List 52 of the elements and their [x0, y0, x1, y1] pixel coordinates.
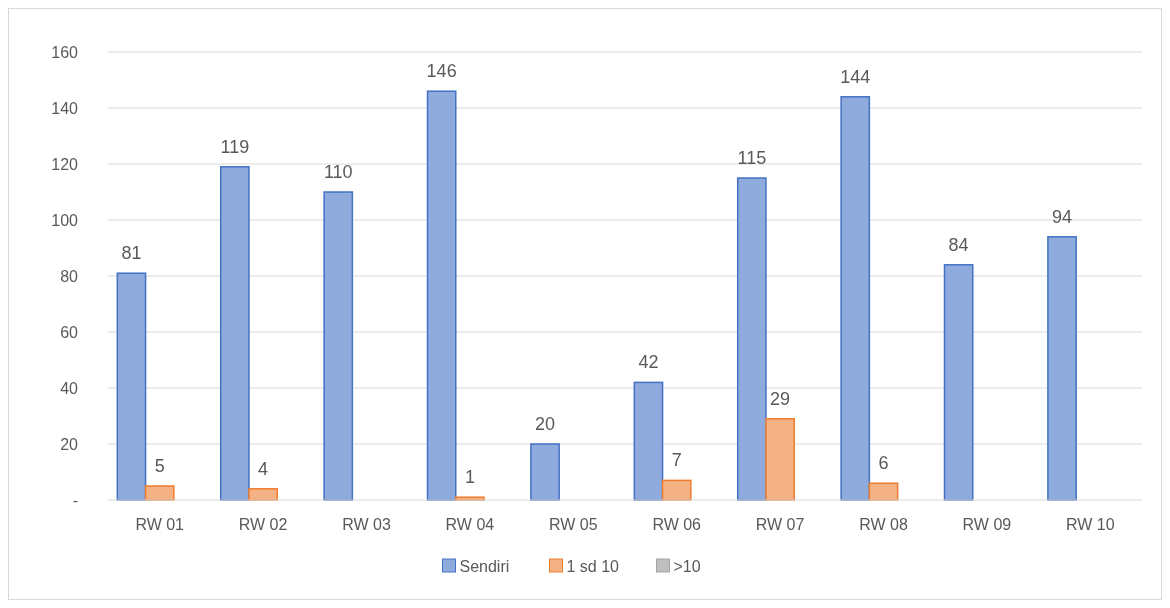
x-tick-label: RW 07	[755, 516, 805, 533]
x-tick-label: RW 01	[135, 516, 185, 533]
x-tick-label: RW 03	[342, 516, 391, 533]
bar	[633, 381, 664, 501]
bar	[144, 485, 175, 501]
bar	[116, 272, 147, 501]
data-label: 84	[948, 234, 969, 255]
bar	[765, 418, 795, 501]
data-label: 119	[220, 136, 250, 157]
data-label: 29	[770, 388, 791, 409]
data-label: 81	[121, 243, 142, 264]
data-label: 146	[426, 61, 457, 82]
bar	[1047, 236, 1077, 501]
y-tick-label: 40	[60, 379, 79, 397]
y-tick-label: 20	[60, 435, 79, 453]
bar	[868, 482, 899, 501]
data-label: 94	[1052, 206, 1073, 227]
data-label: 144	[840, 66, 871, 87]
x-tick-label: RW 08	[859, 516, 908, 533]
bar	[736, 177, 767, 501]
bar	[219, 166, 250, 501]
data-label: 20	[535, 414, 556, 434]
data-label: 4	[258, 458, 269, 479]
legend-label: >10	[673, 557, 701, 575]
data-label: 110	[323, 162, 353, 182]
bar	[530, 443, 560, 501]
x-tick-label: RW 02	[238, 516, 288, 533]
y-tick-label: -	[72, 491, 78, 509]
data-label: 42	[638, 352, 659, 373]
bar	[840, 96, 871, 501]
data-label: 1	[464, 467, 475, 488]
data-label: 7	[671, 450, 682, 471]
legend-label: 1 sd 10	[566, 557, 620, 575]
bar	[943, 264, 974, 501]
x-tick-label: RW 05	[549, 516, 598, 533]
data-label: 115	[737, 148, 767, 168]
x-tick-label: RW 04	[445, 516, 495, 533]
y-tick-label: 140	[51, 99, 79, 117]
data-label: 5	[154, 456, 165, 476]
y-tick-label: 60	[60, 323, 79, 341]
y-tick-label: 80	[60, 267, 79, 285]
data-label: 6	[878, 453, 889, 474]
y-tick-label: 120	[51, 155, 79, 173]
y-tick-label: 160	[51, 43, 79, 61]
bar	[661, 479, 692, 501]
legend-label: Sendiri	[459, 557, 510, 575]
x-tick-label: RW 09	[962, 516, 1012, 533]
bar	[426, 90, 457, 501]
x-tick-label: RW 10	[1066, 516, 1115, 533]
y-tick-label: 100	[51, 211, 79, 229]
bar	[323, 191, 354, 501]
x-tick-label: RW 06	[652, 516, 702, 533]
